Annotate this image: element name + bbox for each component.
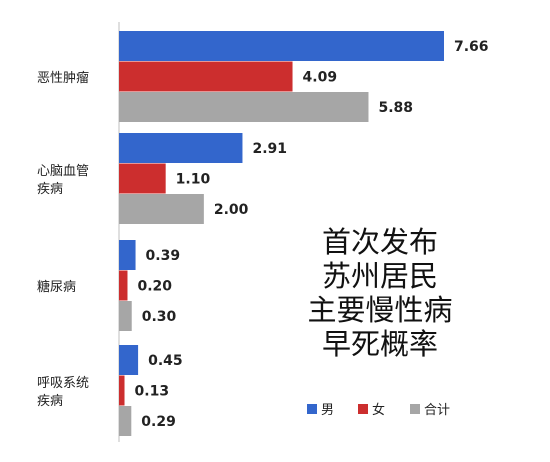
data-label-1-2: 4.09 xyxy=(303,70,338,86)
data-label-1-1: 7.66 xyxy=(454,39,489,55)
bar-1-3 xyxy=(119,92,369,122)
chart-title-line-4: 早死概率 xyxy=(322,327,438,361)
category-label-4-2: 疾病 xyxy=(37,394,63,409)
data-label-3-2: 0.20 xyxy=(137,279,172,295)
data-label-4-1: 0.45 xyxy=(148,353,183,369)
legend-label-1: 男 xyxy=(321,403,334,418)
legend-swatch-2 xyxy=(358,404,368,414)
category-label-2-2: 疾病 xyxy=(37,182,63,197)
data-label-2-3: 2.00 xyxy=(214,202,249,218)
category-label-1-1: 恶性肿瘤 xyxy=(37,70,89,86)
legend-label-3: 合计 xyxy=(424,403,450,418)
bar-2-3 xyxy=(119,194,204,224)
chart-title-line-3: 主要慢性病 xyxy=(307,293,452,327)
data-label-4-3: 0.29 xyxy=(141,414,176,430)
data-label-1-3: 5.88 xyxy=(378,100,413,116)
bar-3-2 xyxy=(119,270,128,301)
bars-group: 7.66 4.09 5.88 2.91 1.102.00 0.39 0.20 0.30 0.45… xyxy=(119,31,489,436)
data-label-2-2: 1.10 xyxy=(176,172,211,188)
data-label-2-1: 2.91 xyxy=(252,141,287,157)
bar-2-1 xyxy=(119,133,243,163)
legend-label-2: 女 xyxy=(372,402,385,418)
legend: 男 女 合计 xyxy=(307,402,450,418)
bar-4-1 xyxy=(119,345,139,375)
bar-4-2 xyxy=(119,375,125,406)
bar-3-3 xyxy=(119,301,132,331)
data-label-4-2: 0.13 xyxy=(135,384,170,400)
data-label-3-3: 0.30 xyxy=(142,309,177,325)
data-label-3-1: 0.39 xyxy=(146,248,181,264)
category-label-4-1: 呼吸系统 xyxy=(37,376,89,391)
bar-2-2 xyxy=(119,163,166,194)
category-label-3-1: 糖尿病 xyxy=(37,279,76,295)
bar-1-1 xyxy=(119,31,444,61)
category-label-2-1: 心脑血管 xyxy=(37,164,89,179)
chart-title-line-1: 首次发布 xyxy=(322,225,438,259)
legend-swatch-1 xyxy=(307,404,317,414)
legend-swatch-3 xyxy=(410,404,420,414)
chart-title-line-2: 苏州居民 xyxy=(322,259,438,293)
bar-1-2 xyxy=(119,61,293,92)
bar-4-3 xyxy=(119,406,132,436)
bar-3-1 xyxy=(119,240,136,270)
